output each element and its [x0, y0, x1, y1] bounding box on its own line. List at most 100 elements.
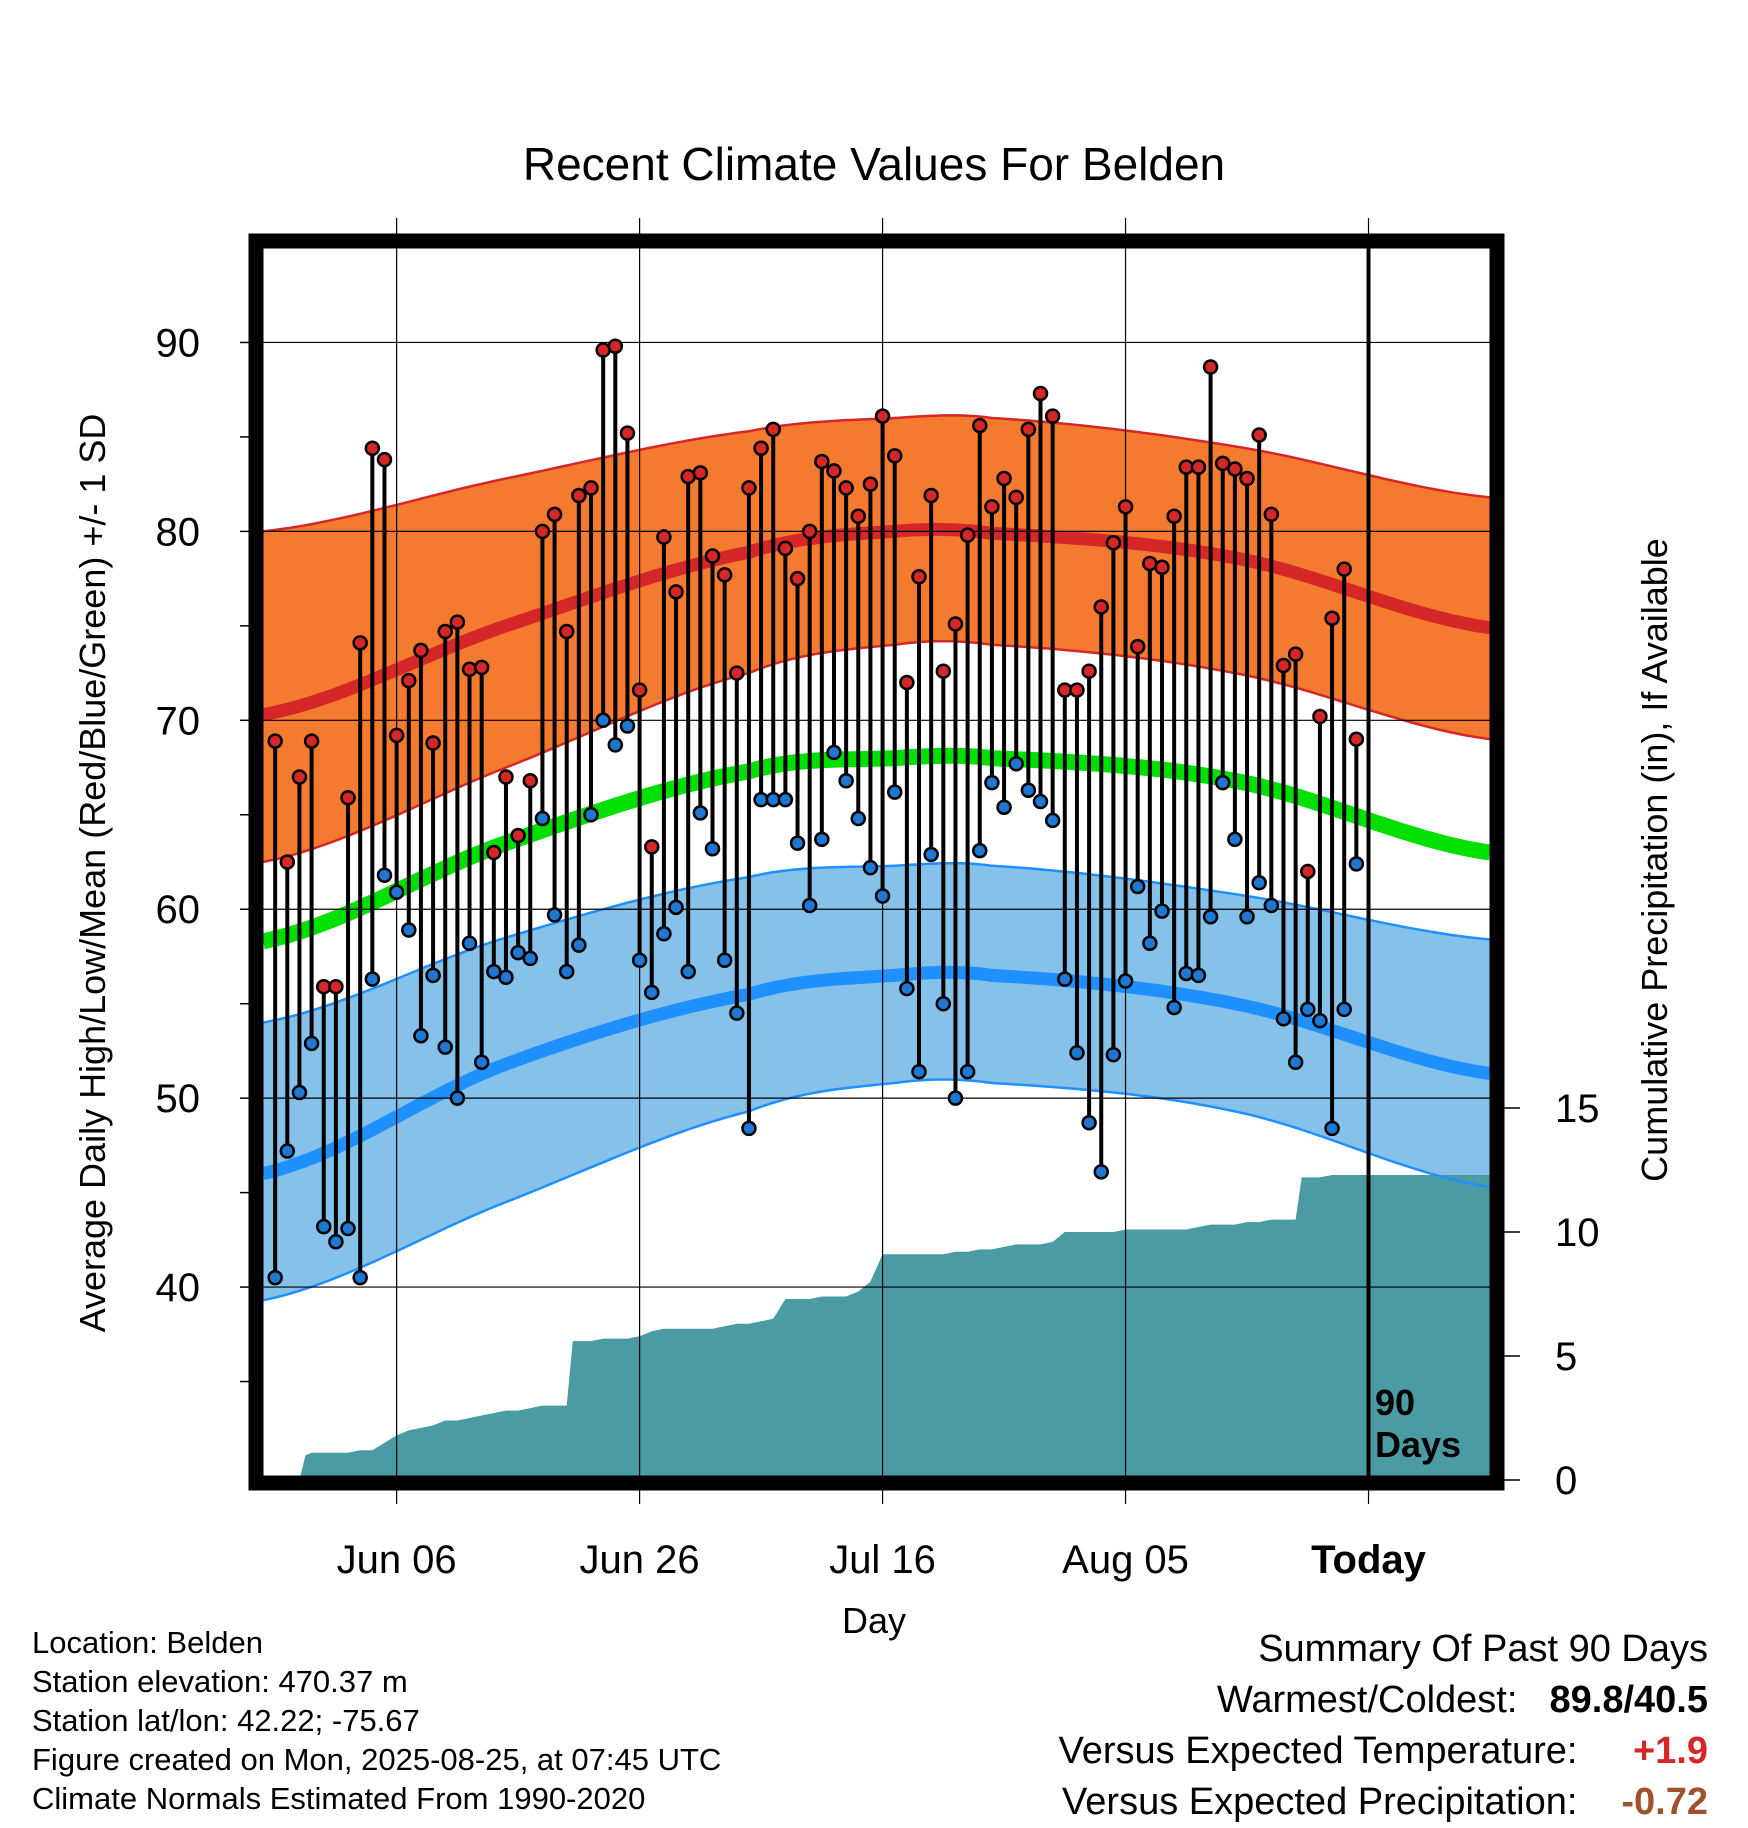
- daily-high-point: [1312, 708, 1328, 725]
- x-tick-label: Jun 26: [580, 1538, 700, 1582]
- daily-low-point: [522, 950, 539, 967]
- daily-high-point: [886, 448, 903, 464]
- daily-high-point: [352, 635, 368, 651]
- y-tick-label-left: 70: [156, 699, 201, 743]
- daily-high-point: [1129, 638, 1146, 655]
- daily-low-point: [583, 807, 599, 823]
- high-plus-sd-line: [263, 414, 1490, 533]
- daily-high-point: [1300, 863, 1316, 880]
- daily-low-point: [777, 791, 794, 808]
- plot-area: [263, 248, 1490, 1476]
- daily-high-point: [364, 440, 381, 457]
- daily-high-point: [1287, 646, 1304, 662]
- x-tick-label: Today: [1311, 1538, 1427, 1582]
- daily-low-point: [1287, 1054, 1304, 1071]
- daily-high-point: [862, 476, 879, 492]
- daily-high-point: [789, 570, 806, 587]
- today-marker-label-line2: Days: [1375, 1424, 1461, 1465]
- x-tick-label: Aug 05: [1062, 1538, 1189, 1582]
- daily-low-point: [1142, 935, 1158, 951]
- daily-low-point: [1275, 1011, 1292, 1027]
- y-tick-label-left: 40: [156, 1266, 201, 1310]
- warmest-coldest-label: Warmest/Coldest:: [1216, 1679, 1518, 1721]
- daily-high-point: [461, 661, 478, 678]
- daily-high-point: [328, 978, 344, 995]
- daily-low-point: [850, 810, 867, 827]
- daily-high-point: [1336, 561, 1352, 577]
- daily-high-point: [899, 674, 915, 691]
- summary-precipitation: Versus Expected Precipitation: -0.72: [808, 1777, 1708, 1828]
- summary-temperature: Versus Expected Temperature: +1.9: [808, 1726, 1708, 1777]
- daily-high-point: [656, 529, 672, 545]
- daily-low-point: [1032, 793, 1049, 810]
- daily-high-point: [583, 480, 599, 496]
- daily-high-point: [1093, 599, 1109, 615]
- info-normals: Climate Normals Estimated From 1990-2020: [32, 1781, 646, 1816]
- daily-low-point: [911, 1063, 927, 1080]
- daily-low-point: [1348, 856, 1365, 872]
- station-info: Location: Belden Station elevation: 470.…: [32, 1623, 721, 1818]
- daily-high-point: [753, 440, 769, 457]
- daily-low-point: [303, 1035, 320, 1052]
- daily-low-point: [473, 1054, 490, 1071]
- y-tick-label-right: 5: [1555, 1335, 1577, 1379]
- daily-high-point: [1190, 459, 1207, 475]
- daily-low-point: [449, 1090, 466, 1106]
- daily-low-point: [388, 884, 405, 900]
- daily-low-point: [668, 899, 684, 916]
- daily-high-point: [1275, 657, 1292, 674]
- daily-low-point: [1129, 878, 1146, 895]
- daily-high-point: [267, 733, 283, 749]
- low-minus-sd-line: [263, 1078, 1490, 1302]
- daily-low-point: [814, 831, 830, 848]
- daily-low-point: [401, 922, 417, 938]
- daily-high-point: [510, 827, 526, 844]
- plot-frame: [248, 233, 1505, 1491]
- daily-low-point: [1069, 1045, 1085, 1061]
- daily-high-point: [1239, 470, 1255, 487]
- daily-high-point: [401, 672, 417, 689]
- daily-low-point: [1312, 1012, 1328, 1029]
- daily-low-point: [1154, 903, 1170, 919]
- daily-low-point: [680, 963, 696, 980]
- daily-high-point: [1008, 489, 1024, 506]
- daily-low-point: [656, 926, 672, 942]
- temp-value: +1.9: [1632, 1730, 1708, 1772]
- daily-low-point: [1239, 909, 1255, 925]
- daily-low-point: [425, 967, 441, 984]
- daily-high-point: [1324, 610, 1340, 627]
- info-elevation: Station elevation: 470.37 m: [32, 1664, 408, 1699]
- daily-low-point: [1202, 909, 1219, 925]
- high-sd-band: [263, 415, 1490, 862]
- precip-label: Versus Expected Precipitation:: [1062, 1781, 1578, 1823]
- daily-high-point: [303, 733, 320, 749]
- daily-low-point: [328, 1233, 344, 1250]
- daily-low-point: [595, 712, 611, 729]
- daily-high-point: [947, 616, 964, 632]
- y-tick-label-left: 80: [156, 510, 201, 554]
- daily-low-point: [741, 1120, 757, 1137]
- daily-low-point: [644, 984, 660, 1001]
- daily-low-point: [984, 774, 1000, 791]
- daily-high-point: [1227, 461, 1243, 477]
- daily-high-point: [826, 463, 842, 479]
- daily-high-point: [546, 506, 563, 523]
- daily-high-point: [850, 508, 867, 525]
- daily-low-point: [1081, 1114, 1097, 1131]
- daily-low-point: [376, 867, 393, 883]
- daily-low-point: [716, 952, 733, 968]
- daily-high-point: [1154, 559, 1170, 576]
- summary-title: Summary Of Past 90 Days: [1258, 1628, 1708, 1670]
- daily-low-point: [923, 846, 939, 863]
- daily-low-point: [1178, 965, 1195, 982]
- daily-low-point: [1190, 967, 1207, 984]
- daily-high-point: [388, 727, 405, 744]
- y-tick-label-right: 15: [1555, 1087, 1600, 1131]
- daily-low-point: [1093, 1164, 1109, 1180]
- daily-high-point: [1202, 359, 1219, 375]
- daily-high-point: [291, 769, 308, 785]
- daily-low-point: [607, 737, 624, 753]
- daily-high-point: [279, 854, 296, 870]
